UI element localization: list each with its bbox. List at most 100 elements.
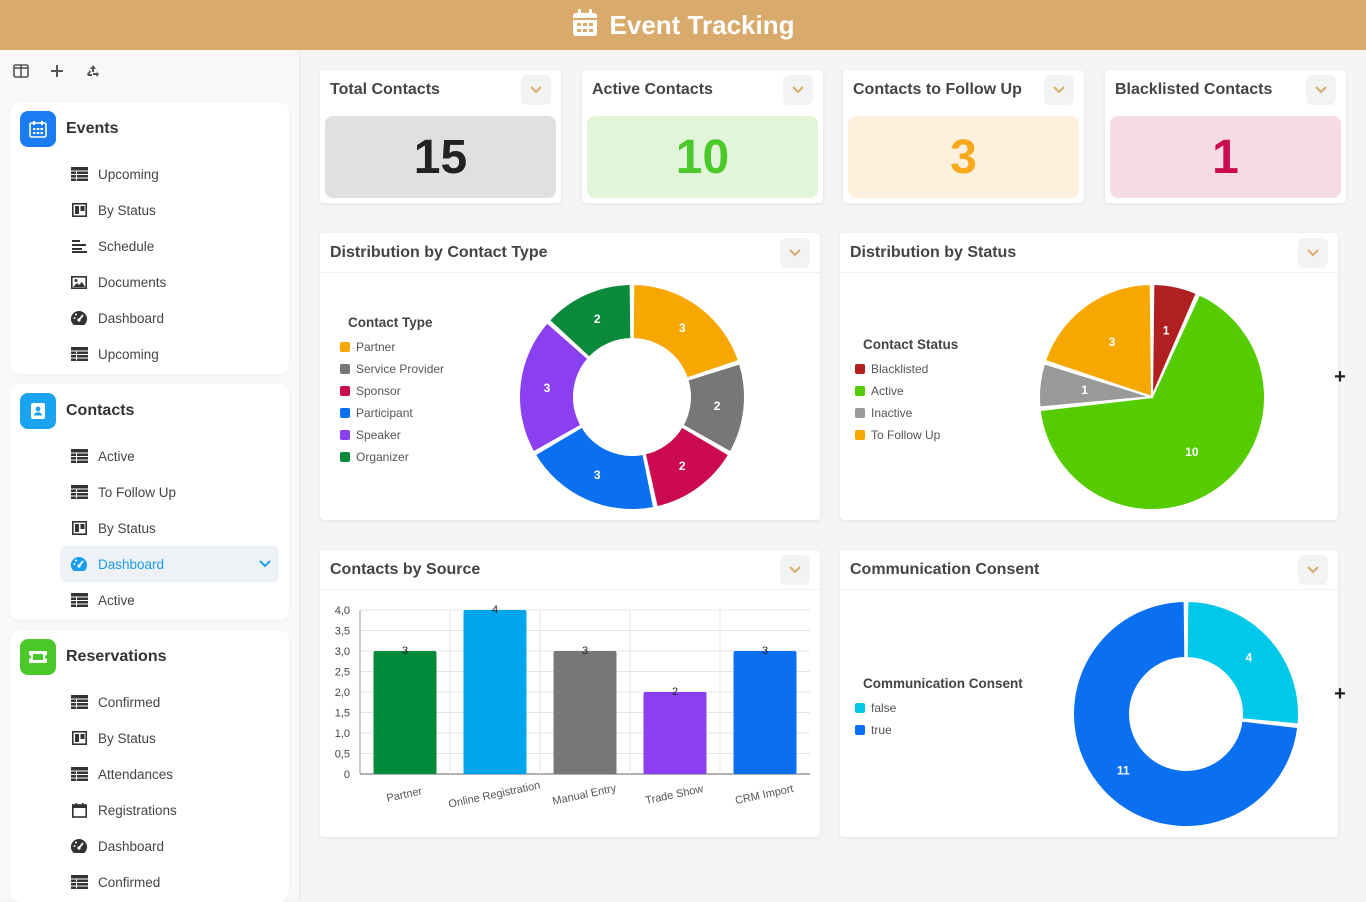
pie-slice-partner[interactable] <box>631 282 741 380</box>
pie-slice-label: 11 <box>1117 764 1130 778</box>
pie-slice-inactive[interactable] <box>1038 362 1153 409</box>
card-menu-button[interactable] <box>780 554 810 585</box>
layout-icon[interactable] <box>12 62 30 80</box>
legend-item[interactable]: Sponsor <box>340 380 444 402</box>
sidebar-item-documents[interactable]: Documents <box>10 264 289 300</box>
pie-slice-organizer[interactable] <box>547 282 633 360</box>
sidebar-item-dashboard[interactable]: Dashboard <box>60 546 279 582</box>
card-menu-button[interactable] <box>780 237 810 268</box>
pie-slice-active[interactable] <box>1038 293 1266 511</box>
expand-plus-button[interactable]: + <box>1328 682 1352 706</box>
y-tick-label: 0 <box>344 769 350 781</box>
table-icon <box>70 873 88 891</box>
card-menu-button[interactable] <box>1044 75 1074 105</box>
pie-slice-false[interactable] <box>1185 599 1300 726</box>
calendar-icon <box>572 8 598 42</box>
sidebar-item-label: Schedule <box>98 238 155 254</box>
pie-slice-true[interactable] <box>1072 599 1300 828</box>
sidebar-item-schedule[interactable]: Schedule <box>10 228 289 264</box>
legend-label: Participant <box>356 406 413 420</box>
pie-slice-speaker[interactable] <box>518 320 590 454</box>
card-menu-button[interactable] <box>783 75 813 105</box>
nav-group-header-contacts[interactable]: Contacts <box>10 384 289 438</box>
sidebar-item-upcoming[interactable]: Upcoming <box>10 156 289 192</box>
nav-group-header-reservations[interactable]: Reservations <box>10 630 289 684</box>
legend-swatch <box>855 703 865 713</box>
expand-plus-button[interactable]: + <box>1328 365 1352 389</box>
table-icon <box>70 483 88 501</box>
pie-slice-label: 3 <box>1109 335 1116 349</box>
sidebar-item-label: Dashboard <box>98 838 165 854</box>
legend-item[interactable]: Participant <box>340 402 444 424</box>
sidebar-item-by-status[interactable]: By Status <box>10 510 289 546</box>
sidebar-item-registrations[interactable]: Registrations <box>10 792 289 828</box>
sidebar-item-label: Upcoming <box>98 166 159 182</box>
legend-item[interactable]: Speaker <box>340 424 444 446</box>
legend-item[interactable]: To Follow Up <box>855 424 958 446</box>
app-title: Event Tracking <box>609 9 795 40</box>
sidebar-item-label: By Status <box>98 520 156 536</box>
legend-item[interactable]: false <box>855 697 1023 719</box>
sidebar-item-active[interactable]: Active <box>10 438 289 474</box>
pie-slice-label: 3 <box>544 381 551 395</box>
pie-slice-label: 3 <box>679 321 686 335</box>
reservations-app-icon <box>20 639 56 675</box>
legend-title: Communication Consent <box>863 676 1023 691</box>
pie-slice-participant[interactable] <box>533 425 656 511</box>
card-menu-button[interactable] <box>1306 75 1336 105</box>
legend-item[interactable]: Blacklisted <box>855 358 958 380</box>
legend-item[interactable]: Partner <box>340 336 444 358</box>
kanban-icon <box>70 519 88 537</box>
pie-slice-to-follow-up[interactable] <box>1043 282 1154 399</box>
y-tick-label: 1,0 <box>335 728 350 740</box>
nav-group-title: Events <box>66 120 119 137</box>
chevron-down-icon <box>1315 81 1327 99</box>
add-icon[interactable] <box>48 62 66 80</box>
pie-slice-blacklisted[interactable] <box>1151 282 1199 398</box>
pie-slice-service-provider[interactable] <box>681 362 746 454</box>
legend-item[interactable]: Active <box>855 380 958 402</box>
pie-slice-sponsor[interactable] <box>643 425 731 509</box>
kpi-card-blacklisted: Blacklisted Contacts 1 <box>1105 70 1346 203</box>
kpi-card-active: Active Contacts 10 <box>582 70 823 203</box>
pie-chart: 1 10 1 3 <box>1038 282 1266 511</box>
sidebar-item-to-follow-up[interactable]: To Follow Up <box>10 474 289 510</box>
nav-group-events: Events Upcoming By Status Schedule Documents… <box>10 102 289 374</box>
sidebar-item-active[interactable]: Active <box>10 582 289 618</box>
legend-swatch <box>340 452 350 462</box>
sidebar-item-by-status[interactable]: By Status <box>10 720 289 756</box>
sidebar-item-dashboard[interactable]: Dashboard <box>10 300 289 336</box>
card-menu-button[interactable] <box>521 75 551 105</box>
chevron-down-icon[interactable] <box>259 556 271 571</box>
chevron-down-icon <box>789 244 801 262</box>
sidebar-item-by-status[interactable]: By Status <box>10 192 289 228</box>
pie-slice-label: 1 <box>1081 383 1088 397</box>
sidebar-item-upcoming[interactable]: Upcoming <box>10 336 289 372</box>
sidebar-item-dashboard[interactable]: Dashboard <box>10 828 289 864</box>
bar-value-label: 3 <box>402 645 408 657</box>
legend-item[interactable]: Inactive <box>855 402 958 424</box>
legend-swatch <box>340 430 350 440</box>
chart-title: Distribution by Contact Type <box>330 243 548 261</box>
legend-item[interactable]: true <box>855 719 1023 741</box>
card-menu-button[interactable] <box>1298 237 1328 268</box>
legend-item[interactable]: Service Provider <box>340 358 444 380</box>
legend-title: Contact Status <box>863 337 959 352</box>
image-icon <box>70 273 88 291</box>
legend-label: Organizer <box>356 450 409 464</box>
card-menu-button[interactable] <box>1298 554 1328 585</box>
x-tick-label: Trade Show <box>644 783 704 807</box>
legend-item[interactable]: Organizer <box>340 446 444 468</box>
recycle-icon[interactable] <box>84 62 102 80</box>
x-tick-label: CRM Import <box>734 783 794 807</box>
bar-trade-show <box>643 692 707 774</box>
sidebar-item-attendances[interactable]: Attendances <box>10 756 289 792</box>
sidebar-item-confirmed[interactable]: Confirmed <box>10 684 289 720</box>
nav-group-header-events[interactable]: Events <box>10 102 289 156</box>
sidebar-item-confirmed[interactable]: Confirmed <box>10 864 289 900</box>
kanban-icon <box>70 729 88 747</box>
sidebar: Events Upcoming By Status Schedule Documents… <box>0 50 300 902</box>
legend-label: Inactive <box>871 406 913 420</box>
kpi-value: 15 <box>325 116 556 198</box>
sidebar-item-label: Active <box>98 448 135 464</box>
